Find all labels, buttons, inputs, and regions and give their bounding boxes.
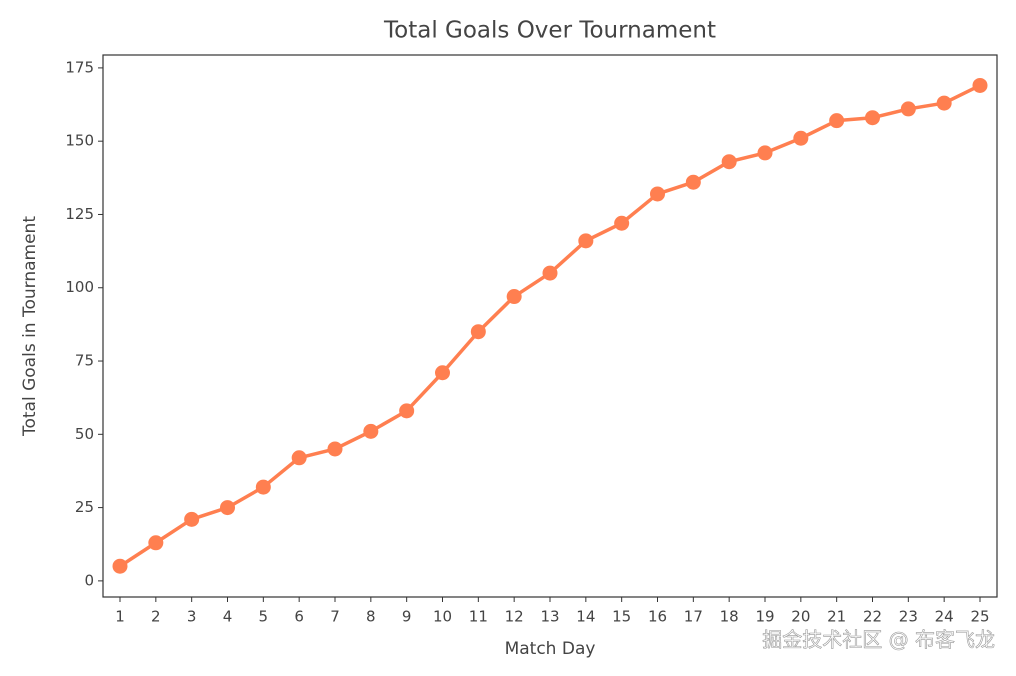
plot-frame [102,54,998,598]
point [291,450,307,466]
point [363,423,379,439]
x-tick-label: 16 [648,608,667,626]
y-tick-label: 50 [75,425,94,443]
y-tick-label: 75 [75,352,94,370]
x-tick-label: 15 [612,608,631,626]
x-tick-label: 9 [402,608,412,626]
y-tick-label: 25 [75,498,94,516]
y-tick-label: 150 [65,132,94,150]
x-tick-label: 12 [505,608,524,626]
watermark: 掘金技术社区 @ 布客飞龙 [762,628,995,652]
x-tick-label: 20 [791,608,810,626]
x-tick-label: 18 [720,608,739,626]
point [470,324,486,340]
point [148,535,164,551]
x-tick-label: 3 [187,608,197,626]
x-tick-label: 1 [115,608,125,626]
y-tick-label: 175 [65,58,94,76]
y-tick-label: 125 [65,205,94,223]
point [578,233,594,249]
x-tick-label: 4 [223,608,233,626]
point [650,186,665,202]
x-tick-label: 21 [827,608,846,626]
x-tick-label: 24 [935,608,954,626]
point [435,365,450,381]
point [865,110,880,126]
x-tick-label: 6 [294,608,304,626]
point [972,77,988,93]
y-tick-label: 100 [65,278,94,296]
point [614,215,630,231]
x-axis-label: Match Day [505,639,596,659]
chart-title: Total Goals Over Tournament [383,18,716,44]
y-tick-label: 0 [84,571,94,589]
point [685,174,701,190]
point [721,154,737,170]
point [936,95,952,111]
y-axis-label: Total Goals in Tournament [20,216,40,437]
x-tick-label: 10 [433,608,452,626]
point [793,130,809,146]
point [757,145,773,161]
x-tick-label: 22 [863,608,882,626]
point [399,403,415,419]
x-tick-label: 19 [755,608,774,626]
x-tick-label: 17 [684,608,703,626]
point [829,113,845,129]
point [220,500,235,516]
x-tick-label: 5 [259,608,269,626]
point [255,479,271,495]
line [119,83,981,568]
x-tick-label: 23 [899,608,918,626]
x-tick-label: 2 [151,608,161,626]
x-tick-label: 13 [540,608,559,626]
point [900,101,916,117]
point [112,558,128,574]
point [327,441,343,457]
point [506,289,522,305]
point [184,511,200,527]
x-tick-label: 7 [330,608,340,626]
point [542,265,558,281]
x-tick-label: 14 [576,608,595,626]
x-tick-label: 11 [469,608,488,626]
x-tick-label: 25 [970,608,989,626]
x-tick-label: 8 [366,608,376,626]
